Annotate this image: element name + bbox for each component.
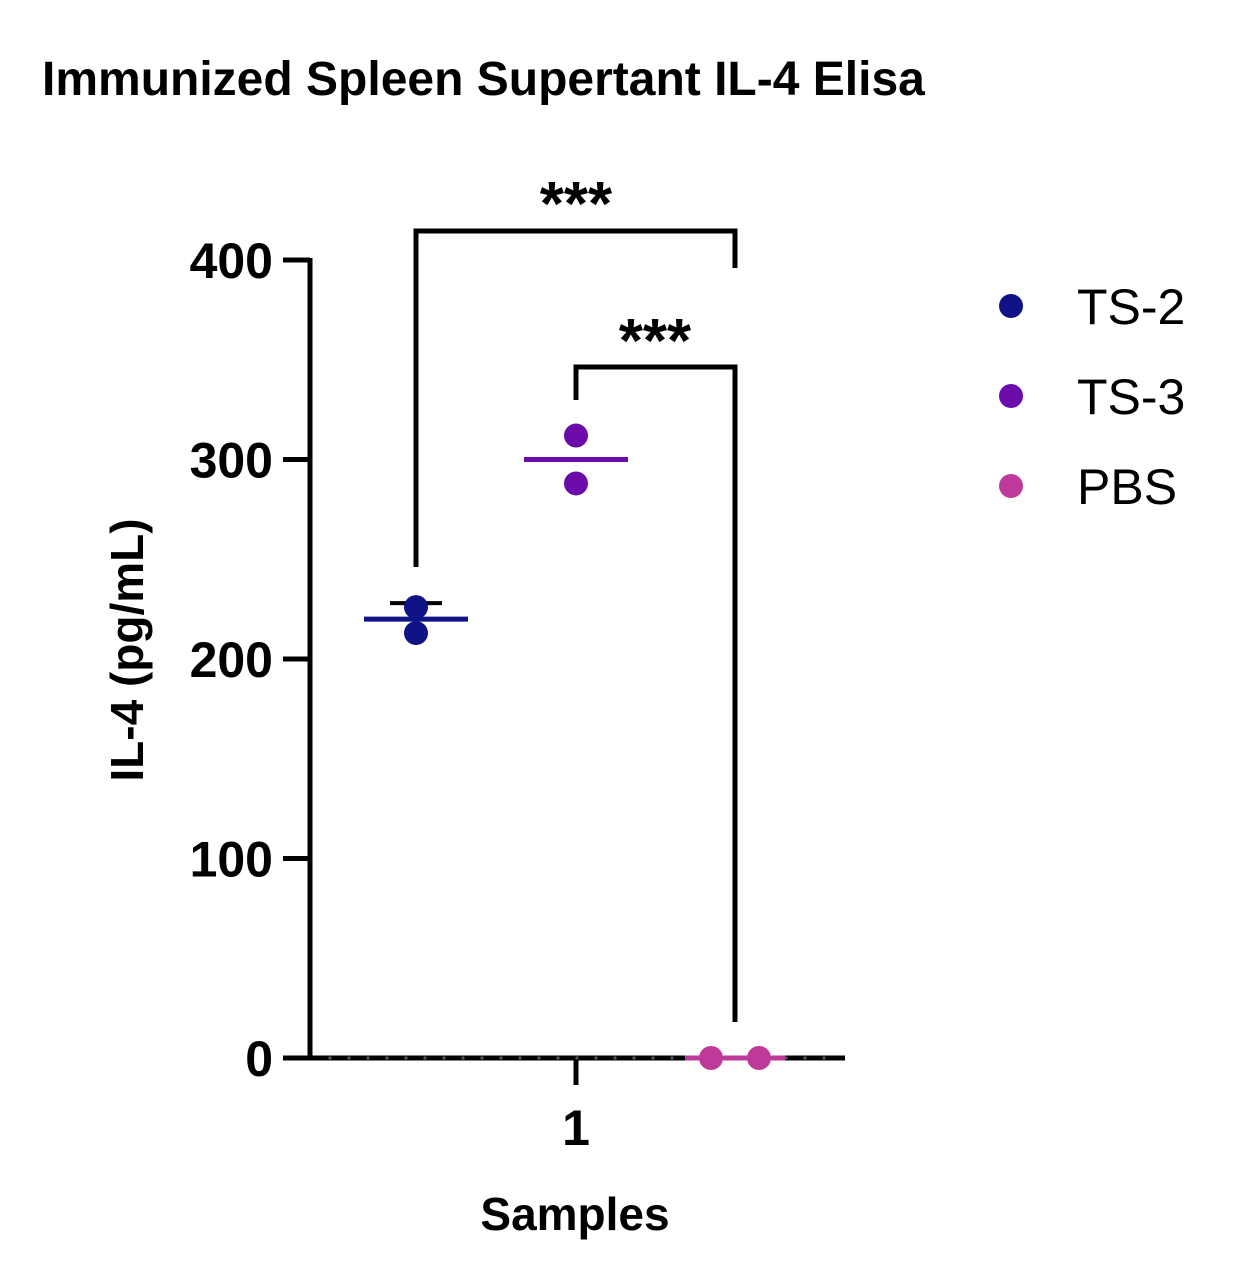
baseline-dot <box>822 1056 826 1060</box>
baseline-dot <box>499 1056 503 1060</box>
data-point-pbs <box>747 1046 771 1070</box>
chart-marks <box>364 423 785 1070</box>
y-tick-label: 400 <box>190 233 273 289</box>
baseline-dot <box>575 1056 579 1060</box>
baseline-dot <box>442 1056 446 1060</box>
baseline-dot <box>518 1056 522 1060</box>
axes: 0 100 200 300 400 1 <box>190 233 845 1156</box>
baseline-dot <box>347 1056 351 1060</box>
baseline-dot <box>423 1056 427 1060</box>
baseline-dot <box>366 1056 370 1060</box>
significance-brackets: ****** <box>413 170 738 1022</box>
data-point-pbs <box>699 1046 723 1070</box>
baseline-dot <box>670 1056 674 1060</box>
y-tick-label: 300 <box>190 433 273 489</box>
baseline-dot <box>613 1056 617 1060</box>
legend-label-ts-2: TS-2 <box>1077 279 1185 335</box>
data-point-ts-3 <box>564 471 588 496</box>
baseline-dot <box>385 1056 389 1060</box>
baseline-dot <box>537 1056 541 1060</box>
legend-marker-ts-2 <box>999 294 1023 318</box>
baseline-dot <box>328 1056 332 1060</box>
legend-marker-ts-3 <box>999 384 1023 408</box>
data-point-ts-2 <box>404 621 428 646</box>
data-point-ts-2 <box>404 595 428 620</box>
baseline-dot <box>461 1056 465 1060</box>
significance-bracket <box>413 228 738 567</box>
baseline-dot <box>803 1056 807 1060</box>
legend-label-ts-3: TS-3 <box>1077 369 1185 425</box>
baseline-dot <box>651 1056 655 1060</box>
significance-label: *** <box>619 307 692 376</box>
baseline-dot <box>594 1056 598 1060</box>
legend-marker-pbs <box>999 474 1023 498</box>
legend: TS-2 TS-3 PBS <box>999 279 1185 515</box>
baseline-dot <box>404 1056 408 1060</box>
significance-label: *** <box>540 170 613 239</box>
baseline-dot <box>556 1056 560 1060</box>
x-tick-label: 1 <box>562 1100 590 1156</box>
y-tick-label: 200 <box>190 632 273 688</box>
baseline-dot <box>784 1056 788 1060</box>
y-tick-label: 100 <box>190 832 273 888</box>
x-axis-label: Samples <box>480 1188 669 1240</box>
legend-label-pbs: PBS <box>1077 459 1177 515</box>
chart-title: Immunized Spleen Supertant IL-4 Elisa <box>42 53 925 106</box>
baseline-dot <box>632 1056 636 1060</box>
significance-bracket <box>573 364 738 1022</box>
data-point-ts-3 <box>564 423 588 448</box>
y-tick-label: 0 <box>245 1031 273 1087</box>
baseline-dot <box>480 1056 484 1060</box>
y-axis-label: IL-4 (pg/mL) <box>101 518 153 781</box>
